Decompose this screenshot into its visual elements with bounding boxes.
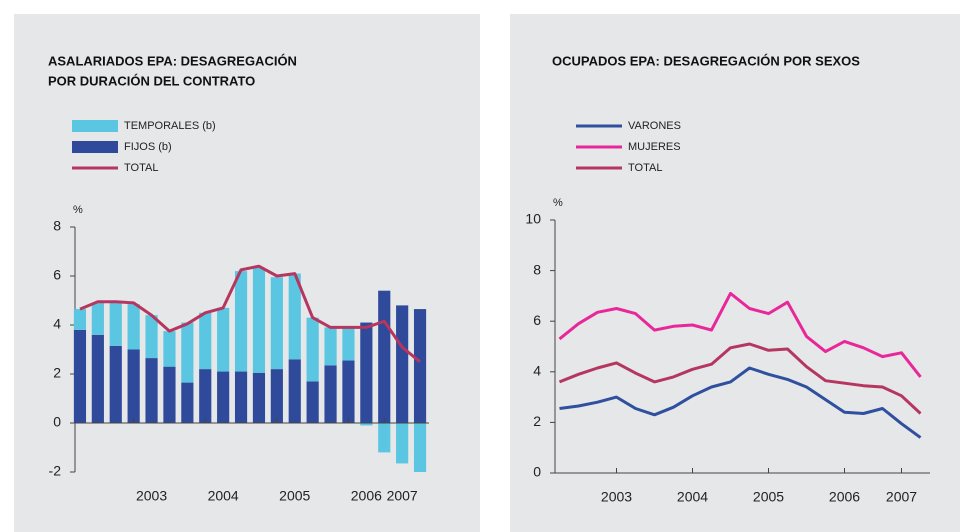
bar — [127, 304, 140, 350]
y-tick-label: 8 — [53, 218, 61, 234]
bar — [252, 372, 266, 423]
bar — [163, 366, 176, 423]
y-tick-label: 2 — [533, 413, 541, 429]
chart-title: ASALARIADOS EPA: DESAGREGACIÓN — [48, 53, 297, 68]
y-tick-label: 0 — [533, 464, 541, 480]
x-tick-label: 2007 — [886, 489, 917, 505]
bar — [360, 322, 373, 423]
bar — [91, 334, 104, 423]
bar — [109, 345, 122, 423]
bar — [145, 358, 158, 423]
y-tick-label: 2 — [53, 365, 61, 381]
bar — [199, 312, 212, 370]
bar — [342, 327, 355, 361]
legend-swatch — [72, 120, 118, 132]
legend-swatch — [72, 141, 118, 153]
bar — [252, 267, 266, 373]
legend-label: FIJOS (b) — [124, 141, 172, 153]
x-tick-label: 2004 — [208, 488, 239, 504]
bar — [181, 382, 194, 423]
x-tick-label: 2003 — [601, 489, 632, 505]
bar — [199, 369, 212, 423]
legend-label: TOTAL — [628, 162, 662, 174]
x-tick-label: 2004 — [677, 489, 708, 505]
x-tick-label: 2006 — [829, 489, 860, 505]
y-unit: % — [553, 197, 563, 209]
line — [558, 342, 922, 415]
legend-label: MUJERES — [628, 141, 681, 153]
chart-title: POR DURACIÓN DEL CONTRATO — [48, 73, 255, 88]
y-tick-label: 4 — [533, 363, 541, 379]
bar — [145, 315, 158, 359]
bar — [109, 302, 122, 346]
bar — [306, 317, 319, 382]
bar — [73, 309, 87, 330]
chart-title: OCUPADOS EPA: DESAGREGACIÓN POR SEXOS — [552, 53, 860, 68]
bar — [360, 423, 373, 426]
y-tick-label: 6 — [533, 312, 541, 328]
bar — [396, 423, 409, 464]
x-tick-label: 2003 — [136, 488, 167, 504]
y-unit: % — [73, 204, 83, 216]
bar — [413, 423, 427, 472]
x-tick-label: 2005 — [279, 488, 310, 504]
line — [559, 366, 922, 439]
x-tick-label: 2007 — [387, 488, 418, 504]
bar — [413, 309, 427, 423]
legend-label: TOTAL — [124, 162, 158, 174]
bar — [396, 305, 409, 423]
bar — [324, 327, 337, 366]
y-tick-label: 0 — [53, 414, 61, 430]
bar — [288, 273, 301, 360]
bar — [163, 331, 176, 367]
bar — [234, 271, 248, 372]
bar — [181, 322, 194, 383]
bar — [270, 277, 283, 370]
y-tick-label: 10 — [525, 211, 541, 227]
bar — [234, 371, 248, 423]
legend-label: TEMPORALES (b) — [124, 120, 216, 132]
panel — [510, 14, 960, 532]
y-tick-label: 8 — [533, 261, 541, 277]
x-tick-label: 2006 — [351, 488, 382, 504]
y-tick-label: 6 — [53, 267, 61, 283]
line — [558, 291, 922, 378]
bar — [217, 371, 230, 423]
bar — [73, 329, 87, 423]
bar — [217, 307, 230, 372]
x-tick-label: 2005 — [753, 489, 784, 505]
bar — [270, 369, 283, 423]
bar — [378, 423, 391, 453]
bar — [91, 302, 104, 335]
legend-label: VARONES — [628, 120, 681, 132]
bar — [324, 365, 337, 423]
bar — [306, 381, 319, 423]
y-tick-label: -2 — [49, 463, 62, 479]
bar — [288, 359, 301, 423]
bar — [127, 349, 140, 423]
bar — [342, 360, 355, 423]
y-tick-label: 4 — [53, 316, 61, 332]
bar — [378, 290, 391, 423]
line — [79, 264, 421, 363]
